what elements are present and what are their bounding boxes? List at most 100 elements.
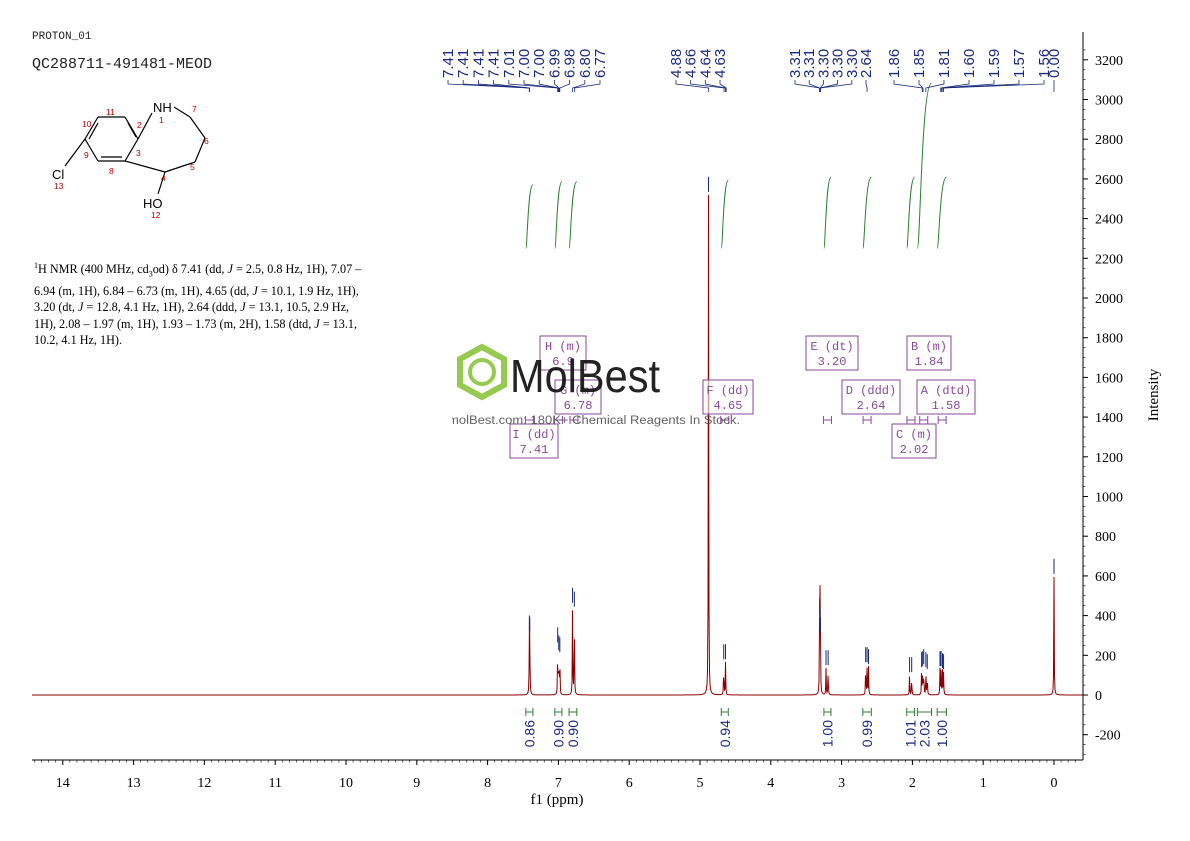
peak-label: 4.64 bbox=[697, 49, 714, 78]
integral-curve bbox=[554, 181, 563, 249]
multiplet-shift: 7.41 bbox=[520, 443, 549, 457]
multiplet-label: I (dd) bbox=[512, 428, 555, 442]
integral-value: 0.90 bbox=[565, 720, 581, 747]
y-axis-label: Intensity bbox=[1146, 368, 1162, 421]
watermark-tagline: molBest.com: 180K+ Chemical Reagents In … bbox=[452, 415, 740, 427]
peak-label: 6.99 bbox=[546, 49, 563, 78]
atom-number: 10 bbox=[82, 119, 92, 129]
multiplet-shift: 3.20 bbox=[818, 355, 847, 369]
watermark-brand: MolBest bbox=[510, 350, 660, 402]
atom-number: 9 bbox=[84, 150, 89, 160]
multiplet-label: F (dd) bbox=[706, 384, 749, 398]
y-tick-label: 2600 bbox=[1095, 173, 1123, 188]
peak-label-line bbox=[819, 80, 853, 92]
multiplet-box bbox=[906, 335, 952, 371]
peak-label-line bbox=[893, 80, 923, 92]
peak-label: 7.41 bbox=[470, 49, 487, 78]
peak-label-line bbox=[942, 80, 1020, 92]
experiment-name: PROTON_01 bbox=[32, 31, 92, 43]
integral-value: 1.00 bbox=[819, 720, 835, 747]
peak-label-line bbox=[865, 80, 868, 92]
peak-label: 4.63 bbox=[712, 49, 729, 78]
x-tick-label: 14 bbox=[56, 776, 70, 791]
integral-curve bbox=[936, 176, 947, 249]
multiplet-box bbox=[702, 379, 754, 415]
molecule-structure: NH HO Cl 1 2 3 4 5 6 7 8 9 10 11 12 13 bbox=[52, 100, 209, 220]
atom-number: 2 bbox=[137, 120, 142, 130]
x-tick-label: 0 bbox=[1051, 776, 1058, 791]
multiplet-box bbox=[916, 379, 976, 415]
sample-id: QC288711-491481-MEOD bbox=[32, 56, 213, 73]
atom-number: 1 bbox=[159, 115, 164, 125]
peak-label: 7.01 bbox=[501, 49, 518, 78]
y-tick-label: 2800 bbox=[1095, 133, 1123, 148]
peak-label-line bbox=[508, 80, 559, 92]
peak-label-line bbox=[462, 80, 530, 92]
peak-label-line bbox=[447, 80, 530, 92]
peak-label: 1.56 bbox=[1036, 49, 1053, 78]
x-tick-label: 8 bbox=[484, 776, 491, 791]
multiplet-label: E (dt) bbox=[810, 340, 853, 354]
x-tick-label: 5 bbox=[697, 776, 704, 791]
multiplet-box bbox=[539, 335, 587, 371]
peak-label: 1.81 bbox=[936, 49, 953, 78]
integral-curve bbox=[568, 181, 578, 249]
peak-label-line bbox=[704, 80, 726, 92]
integral-value: 0.94 bbox=[717, 720, 733, 747]
y-tick-label: 2400 bbox=[1095, 213, 1123, 228]
x-tick-label: 4 bbox=[767, 776, 774, 791]
y-tick-label: 800 bbox=[1095, 530, 1116, 545]
peak-label-line bbox=[690, 80, 725, 92]
y-tick-label: 1800 bbox=[1095, 332, 1123, 347]
y-tick-label: 1200 bbox=[1095, 451, 1123, 466]
atom-nh-label: NH bbox=[153, 100, 172, 115]
peak-label: 7.00 bbox=[516, 49, 533, 78]
peak-label-line bbox=[940, 80, 970, 92]
peak-label-line bbox=[574, 80, 601, 92]
integral-value: 1.00 bbox=[934, 720, 950, 747]
peak-label: 7.41 bbox=[440, 49, 457, 78]
peak-label: 1.59 bbox=[986, 49, 1003, 78]
atom-number: 6 bbox=[204, 136, 209, 146]
peak-label: 7.41 bbox=[486, 49, 503, 78]
peak-label: 3.31 bbox=[787, 49, 804, 78]
x-tick-label: 6 bbox=[626, 776, 633, 791]
peak-label: 1.57 bbox=[1011, 49, 1028, 78]
peak-label: 4.66 bbox=[683, 49, 700, 78]
peak-label: 6.77 bbox=[592, 49, 609, 78]
multiplet-shift: 2.02 bbox=[900, 443, 929, 457]
peak-label-line bbox=[794, 80, 821, 92]
peak-label-line bbox=[538, 80, 559, 92]
x-axis-label: f1 (ppm) bbox=[531, 792, 584, 808]
atom-number: 4 bbox=[161, 173, 166, 183]
peak-label: 2.64 bbox=[858, 49, 875, 78]
peak-label: 3.30 bbox=[844, 49, 861, 78]
multiplet-shift: 6.9 bbox=[552, 355, 574, 369]
multiplet-box bbox=[509, 423, 559, 459]
integral-value: 0.99 bbox=[859, 720, 875, 747]
multiplet-label: A (dtd) bbox=[921, 384, 971, 398]
multiplet-shift: 4.65 bbox=[714, 399, 743, 413]
integral-value: 1.01 bbox=[903, 720, 919, 747]
integral-curve bbox=[525, 184, 534, 249]
integral-value: 0.86 bbox=[521, 720, 537, 747]
peak-label: 6.98 bbox=[562, 49, 579, 78]
multiplet-shift: 1.84 bbox=[915, 355, 944, 369]
y-tick-label: 3200 bbox=[1095, 54, 1123, 69]
y-tick-label: 2000 bbox=[1095, 292, 1123, 307]
peak-label: 1.85 bbox=[911, 49, 928, 78]
spectrum-line bbox=[32, 194, 1083, 696]
y-tick-label: 600 bbox=[1095, 570, 1116, 585]
x-tick-label: 1 bbox=[980, 776, 987, 791]
multiplet-label: C (m) bbox=[896, 428, 932, 442]
peak-label-line bbox=[554, 80, 560, 92]
peak-label-line bbox=[559, 80, 570, 92]
atom-oh-label: HO bbox=[143, 196, 163, 211]
multiplet-shift: 1.58 bbox=[932, 399, 961, 413]
integral-value: 0.90 bbox=[550, 720, 566, 747]
peak-label: 6.80 bbox=[577, 49, 594, 78]
peak-label-line bbox=[493, 80, 530, 92]
peak-label-line bbox=[918, 80, 924, 92]
x-tick-label: 13 bbox=[127, 776, 141, 791]
atom-number: 7 bbox=[192, 104, 197, 114]
